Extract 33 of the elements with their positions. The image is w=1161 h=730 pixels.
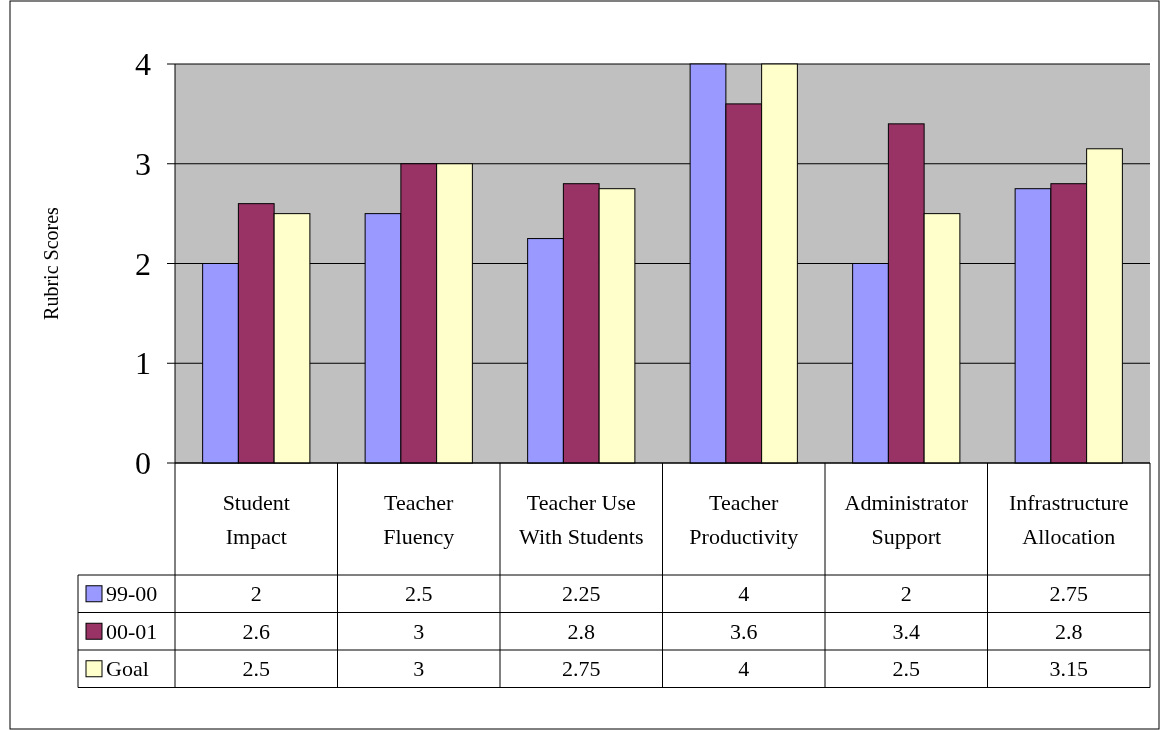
x-tick-label: Student Impact: [222, 489, 290, 549]
legend-label: 00-01: [106, 618, 158, 644]
x-tick-label: Teacher Use With Students: [519, 489, 644, 549]
x-tick-label: Administrator Support: [844, 489, 969, 549]
data-label: 2: [250, 581, 262, 607]
x-tick-label: Teacher Productivity: [689, 489, 799, 549]
data-label: 2.5: [892, 656, 920, 682]
data-label: 3.4: [892, 618, 920, 644]
data-label: 4: [738, 656, 750, 682]
data-label: 3.6: [730, 618, 758, 644]
legend-label: Goal: [106, 656, 149, 682]
data-label: 2.8: [567, 618, 595, 644]
data-label: 2: [900, 581, 912, 607]
data-label: 2.8: [1055, 618, 1083, 644]
data-label: 3.15: [1049, 656, 1088, 682]
data-label: 2.25: [562, 581, 601, 607]
data-label: 4: [738, 581, 750, 607]
y-tick-label: 1: [135, 345, 151, 382]
y-tick-label: 4: [135, 46, 151, 83]
data-label: 3: [413, 618, 425, 644]
data-label: 2.5: [242, 656, 270, 682]
data-label: 2.5: [405, 581, 433, 607]
data-label: 3: [413, 656, 425, 682]
y-tick-label: 2: [135, 245, 151, 282]
data-label: 2.6: [242, 618, 270, 644]
y-tick-label: 0: [135, 445, 151, 482]
legend-label: 99-00: [106, 581, 158, 607]
y-tick-label: 3: [135, 145, 151, 182]
x-tick-label: Teacher Fluency: [383, 489, 455, 549]
data-label: 2.75: [1049, 581, 1088, 607]
data-label: 2.75: [562, 656, 601, 682]
x-tick-label: Infrastructure Allocation: [1008, 489, 1129, 549]
y-axis-title: Rubric Scores: [40, 206, 62, 320]
